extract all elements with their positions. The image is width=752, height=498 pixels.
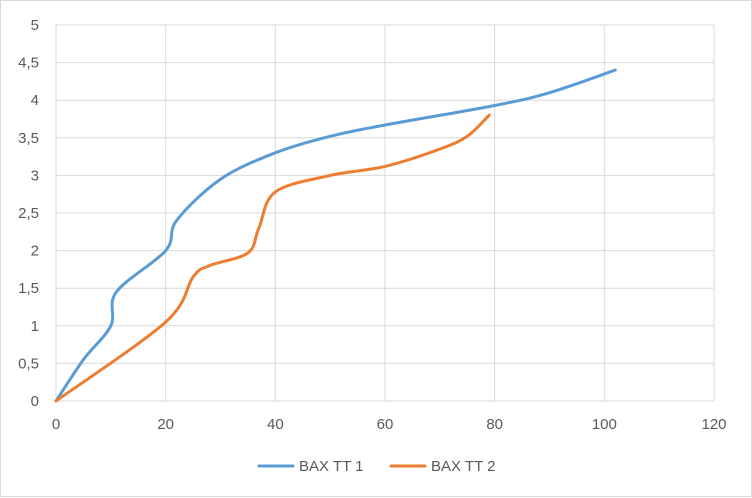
y-axis-tick-labels: 0 0,5 1 1,5 2 2,5 3 3,5 4 4,5 5: [18, 17, 39, 410]
y-tick-label: 2: [31, 243, 39, 260]
y-tick-label: 2,5: [18, 205, 39, 222]
y-tick-label: 1,5: [18, 280, 39, 297]
series-line-2: [54, 113, 491, 403]
x-tick-label: 0: [52, 416, 60, 433]
x-tick-label: 100: [592, 416, 617, 433]
y-tick-label: 4,5: [18, 55, 39, 72]
series-line-1: [54, 68, 617, 403]
y-tick-label: 3,5: [18, 130, 39, 147]
x-tick-label: 80: [486, 416, 503, 433]
y-tick-label: 0,5: [18, 355, 39, 372]
y-tick-label: 4: [31, 92, 39, 109]
x-tick-label: 60: [377, 416, 394, 433]
series-layer: [54, 68, 617, 403]
x-axis-tick-labels: 0 20 40 60 80 100 120: [52, 416, 727, 433]
legend: BAX TT 1 BAX TT 2: [257, 458, 495, 475]
x-tick-label: 40: [267, 416, 284, 433]
y-tick-label: 0: [31, 393, 39, 410]
x-tick-label: 20: [157, 416, 174, 433]
legend-label-2: BAX TT 2: [431, 458, 495, 475]
y-tick-label: 1: [31, 318, 39, 335]
legend-label-1: BAX TT 1: [299, 458, 363, 475]
gridlines: [55, 24, 715, 402]
y-tick-label: 5: [31, 17, 39, 34]
x-tick-label: 120: [701, 416, 726, 433]
y-tick-label: 3: [31, 167, 39, 184]
